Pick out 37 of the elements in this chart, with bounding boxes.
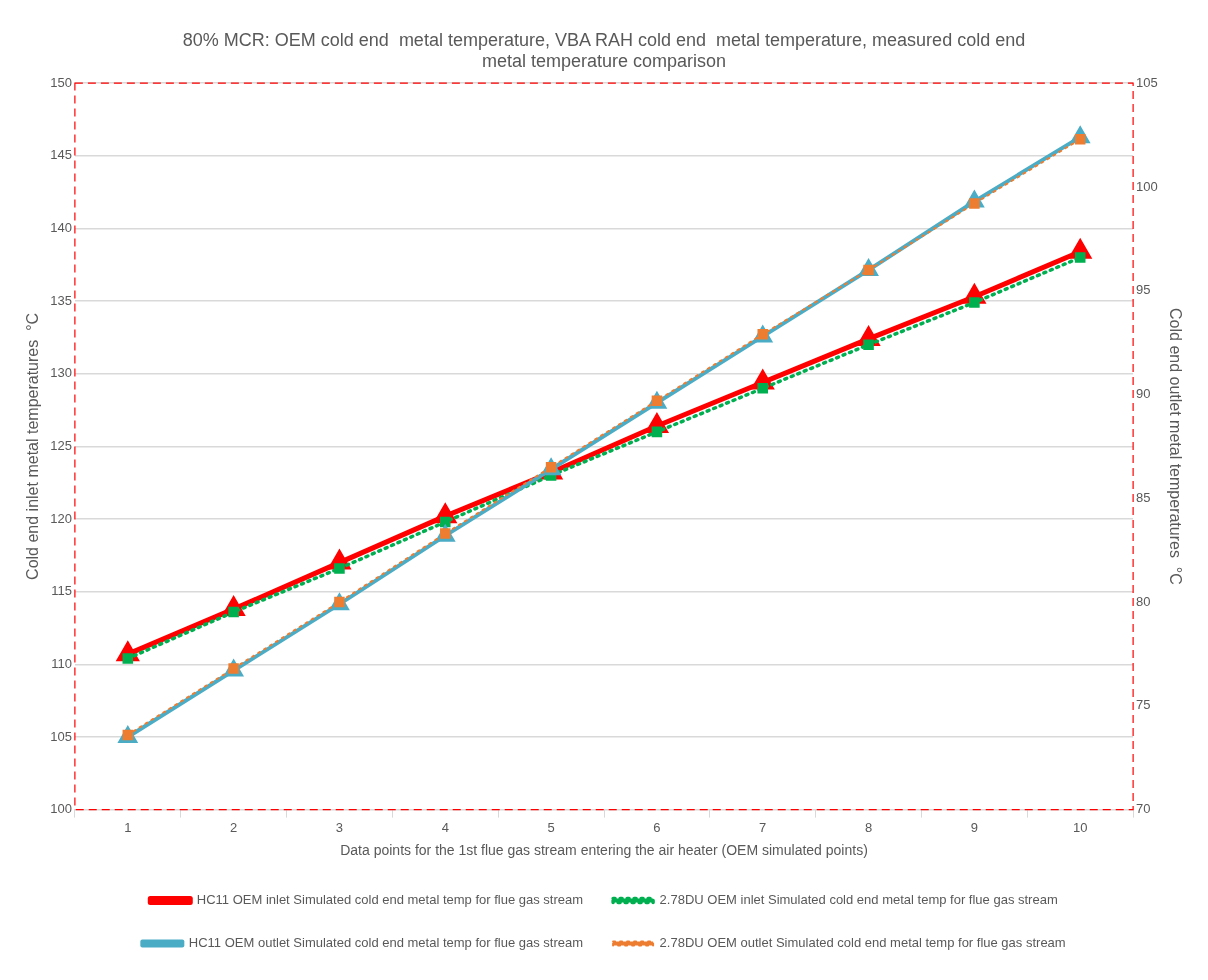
y-tick-label: 120 bbox=[50, 510, 72, 526]
y2-tick-label: 75 bbox=[1136, 697, 1151, 713]
legend-label: HC11 OEM outlet Simulated cold end metal temp for flue gas stream bbox=[188, 935, 584, 951]
x-tick-label: 2 bbox=[230, 819, 238, 835]
y2-tick-label: 90 bbox=[1136, 386, 1151, 402]
x-tick-label: 3 bbox=[335, 819, 344, 835]
y2-tick-label: 95 bbox=[1136, 282, 1151, 298]
x-tick-label: 6 bbox=[653, 819, 661, 835]
y-tick-label: 140 bbox=[50, 220, 72, 236]
x-tick-label: 9 bbox=[970, 819, 978, 835]
y-tick-label: 100 bbox=[50, 801, 72, 817]
y-tick-label: 105 bbox=[50, 728, 72, 744]
y-tick-label: 130 bbox=[50, 365, 72, 381]
y2-tick-label: 85 bbox=[1136, 489, 1151, 505]
y2-tick-label: 70 bbox=[1136, 801, 1151, 817]
legend-label: 2.78DU OEM inlet Simulated cold end metal temp for flue gas stream bbox=[659, 892, 1058, 908]
y-tick-label: 110 bbox=[51, 655, 72, 671]
y2-tick-label: 100 bbox=[1136, 178, 1158, 194]
y2-tick-label: 105 bbox=[1136, 74, 1158, 90]
x-axis-title: Data points for the 1st flue gas stream entering the air heater (OEM simulated points) bbox=[340, 842, 868, 859]
x-tick-label: 1 bbox=[124, 819, 132, 835]
y-tick-label: 150 bbox=[50, 74, 72, 90]
y-tick-label: 145 bbox=[50, 147, 72, 163]
y2-tick-label: 80 bbox=[1136, 593, 1151, 609]
legend-label: HC11 OEM inlet Simulated cold end metal temp for flue gas stream bbox=[196, 892, 584, 908]
x-tick-label: 5 bbox=[547, 819, 555, 835]
x-tick-label: 10 bbox=[1072, 819, 1088, 835]
x-tick-label: 7 bbox=[759, 819, 767, 835]
y-tick-label: 125 bbox=[50, 437, 72, 453]
x-tick-label: 4 bbox=[441, 819, 449, 835]
chart-title: 80% MCR: OEM cold end metal temperature, VBA RAH cold end metal temperature, measured cold end metal temperature comparison bbox=[182, 29, 1026, 72]
y-tick-label: 135 bbox=[50, 292, 72, 308]
legend-label: 2.78DU OEM outlet Simulated cold end metal temp for flue gas stream bbox=[659, 935, 1066, 951]
y2-axis-title: Cold end outlet metal temperatures °C bbox=[1166, 308, 1184, 585]
y-tick-label: 115 bbox=[51, 583, 72, 599]
y-axis-title: Cold end inlet metal temperatures °C bbox=[24, 312, 42, 580]
x-tick-label: 8 bbox=[864, 819, 873, 835]
